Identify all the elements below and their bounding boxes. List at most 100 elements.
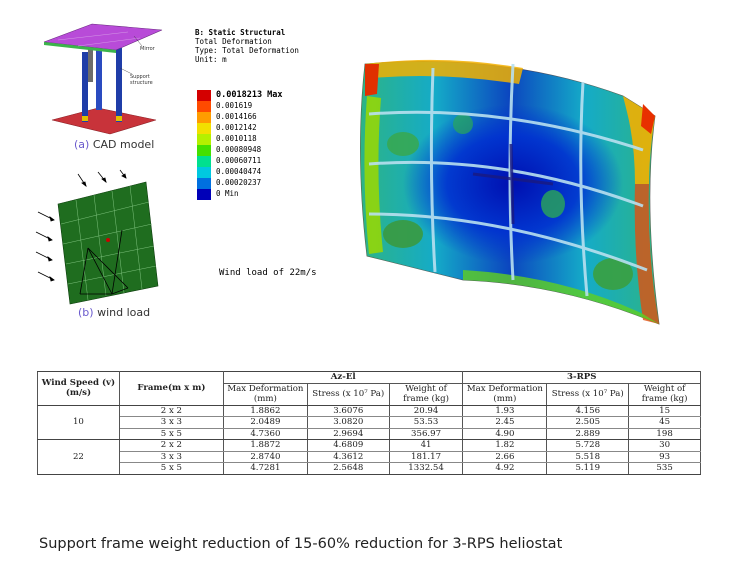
cell-az-stress: 4.3612 xyxy=(306,451,390,463)
cell-rps-stress: 2.889 xyxy=(546,428,630,440)
col-rps-stress: Stress (x 10⁷ Pa) xyxy=(546,383,630,406)
wind-load-image xyxy=(35,169,159,305)
cell-speed: 22 xyxy=(37,439,120,475)
fea-wind-label: Wind load of 22m/s xyxy=(219,268,317,278)
col-rps-weight: Weight of frame (kg) xyxy=(628,383,701,406)
legend-label: 0.001619 xyxy=(216,101,253,110)
legend-swatch xyxy=(197,123,211,134)
cell-az-stress: 3.0820 xyxy=(306,416,390,429)
cell-az-stress: 2.5648 xyxy=(306,462,390,475)
cell-az-weight: 41 xyxy=(388,439,464,452)
cad-caption-letter: (a) xyxy=(74,138,90,151)
cell-az-def: 1.8872 xyxy=(222,439,308,452)
cell-az-weight: 181.17 xyxy=(388,451,464,463)
legend-label: 0.00040474 xyxy=(216,167,262,176)
cell-az-weight: 1332.54 xyxy=(388,462,464,475)
col-rps-max-deformation: Max Deformation (mm) xyxy=(462,383,548,406)
legend-label: 0.0010118 xyxy=(216,134,257,143)
cell-frame: 2 x 2 xyxy=(118,439,224,452)
group-3-rps: 3-RPS xyxy=(462,371,701,384)
cell-az-weight: 53.53 xyxy=(388,416,464,429)
cad-callout-mirror: Mirror xyxy=(140,46,156,52)
col-az-weight: Weight of frame (kg) xyxy=(388,383,464,406)
cell-rps-def: 2.66 xyxy=(462,451,548,463)
table-row: 5 x 5 4.7281 2.5648 1332.54 4.92 5.119 5… xyxy=(38,462,701,475)
cell-frame: 3 x 3 xyxy=(118,416,224,429)
cad-callout-support: Support xyxy=(130,74,150,80)
results-table: Wind Speed (v) (m/s) Frame(m x m) Az-El … xyxy=(37,371,701,475)
legend-label: 0.0014166 xyxy=(216,112,257,121)
deformation-plot xyxy=(360,59,660,325)
legend-label: 0.00080948 xyxy=(216,145,262,154)
col-az-max-deformation: Max Deformation (mm) xyxy=(222,383,308,406)
fea-deformation-panel: B: Static Structural Total Deformation T… xyxy=(183,24,701,334)
summary-text: Support frame weight reduction of 15-60%… xyxy=(39,536,563,552)
legend-swatch xyxy=(197,134,211,145)
cell-rps-weight: 15 xyxy=(628,405,701,417)
legend-label: 0.00060711 xyxy=(216,156,262,165)
legend-swatch xyxy=(197,101,211,112)
legend-entry: 0.0018213 Max xyxy=(197,90,347,101)
legend-swatch xyxy=(197,167,211,178)
cell-rps-stress: 5.728 xyxy=(546,439,630,452)
cad-callout-structure: structure xyxy=(130,80,153,86)
cell-rps-weight: 93 xyxy=(628,451,701,463)
legend-label: 0.0012142 xyxy=(216,123,257,132)
legend-entry: 0.00080948 xyxy=(197,145,347,156)
cell-frame: 5 x 5 xyxy=(118,462,224,475)
cell-rps-stress: 5.518 xyxy=(546,451,630,463)
cell-frame: 3 x 3 xyxy=(118,451,224,463)
cell-az-def: 2.8740 xyxy=(222,451,308,463)
cad-model-image: Mirror Support structure xyxy=(43,23,163,135)
legend-entry: 0.001619 xyxy=(197,101,347,112)
legend-swatch xyxy=(197,189,211,200)
legend-entry: 0.00060711 xyxy=(197,156,347,167)
table-row: 22 2 x 2 1.8872 4.6809 41 1.82 5.728 30 xyxy=(37,439,701,475)
legend-swatch xyxy=(197,145,211,156)
cell-az-def: 1.8862 xyxy=(222,405,308,417)
legend-label: 0.0018213 Max xyxy=(216,90,283,100)
wind-caption: (b) wind load xyxy=(78,306,150,319)
cell-speed: 10 xyxy=(37,405,120,440)
cell-rps-weight: 198 xyxy=(628,428,701,440)
cell-az-weight: 20.94 xyxy=(388,405,464,417)
cell-rps-def: 2.45 xyxy=(462,416,548,429)
cell-rps-weight: 45 xyxy=(628,416,701,429)
cad-caption: (a) CAD model xyxy=(74,138,154,151)
legend-entry: 0.0014166 xyxy=(197,112,347,123)
col-az-stress: Stress (x 10⁷ Pa) xyxy=(306,383,390,406)
legend-swatch xyxy=(197,156,211,167)
fea-header-unit: Unit: m xyxy=(195,55,227,64)
table-row: 3 x 3 2.8740 4.3612 181.17 2.66 5.518 93 xyxy=(38,451,701,463)
table-row: 3 x 3 2.0489 3.0820 53.53 2.45 2.505 45 xyxy=(38,416,701,429)
cell-rps-def: 1.93 xyxy=(462,405,548,417)
legend-label: 0 Min xyxy=(216,189,239,198)
cell-rps-stress: 4.156 xyxy=(546,405,630,417)
cell-az-def: 4.7281 xyxy=(222,462,308,475)
fea-header-result: Total Deformation xyxy=(195,37,272,46)
legend-swatch xyxy=(197,178,211,189)
legend-swatch xyxy=(197,90,211,101)
cell-rps-weight: 535 xyxy=(628,462,701,475)
cell-az-def: 2.0489 xyxy=(222,416,308,429)
cell-rps-weight: 30 xyxy=(628,439,701,452)
cell-rps-def: 4.90 xyxy=(462,428,548,440)
cell-frame: 5 x 5 xyxy=(118,428,224,440)
col-wind-speed: Wind Speed (v) (m/s) xyxy=(37,371,120,406)
legend-label: 0.00020237 xyxy=(216,178,262,187)
legend-entry: 0.0012142 xyxy=(197,123,347,134)
fea-header-title: B: Static Structural xyxy=(195,28,286,37)
cell-rps-def: 1.82 xyxy=(462,439,548,452)
cell-rps-stress: 5.119 xyxy=(546,462,630,475)
cell-rps-def: 4.92 xyxy=(462,462,548,475)
table-row: 5 x 5 4.7360 2.9694 356.97 4.90 2.889 19… xyxy=(38,428,701,440)
legend-entry: 0 Min xyxy=(197,189,347,200)
legend-entry: 0.0010118 xyxy=(197,134,347,145)
cell-az-stress: 4.6809 xyxy=(306,439,390,452)
col-frame: Frame(m x m) xyxy=(118,371,224,406)
cell-az-def: 4.7360 xyxy=(222,428,308,440)
cell-az-stress: 2.9694 xyxy=(306,428,390,440)
legend-entry: 0.00020237 xyxy=(197,178,347,189)
legend-swatch xyxy=(197,112,211,123)
cell-az-stress: 3.6076 xyxy=(306,405,390,417)
